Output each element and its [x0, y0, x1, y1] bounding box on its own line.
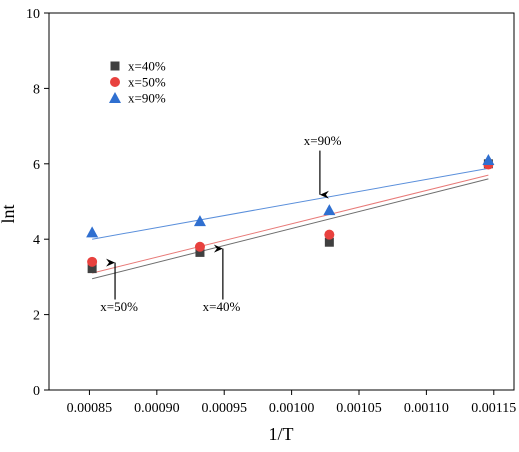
data-point [323, 204, 336, 216]
data-point [324, 229, 335, 240]
data-point [194, 241, 205, 252]
legend-label: x=40% [128, 59, 166, 74]
legend-marker [110, 61, 120, 71]
y-axis: 0 2 4 6 8 10 [26, 7, 49, 399]
y-tick-label: 6 [33, 158, 40, 173]
data-point [86, 226, 99, 238]
y-tick-label: 2 [33, 309, 40, 324]
legend-label: x=50% [128, 75, 166, 90]
x-tick-label: 0.00110 [404, 401, 449, 416]
legend-marker [109, 92, 121, 103]
x-tick-label: 0.00095 [201, 401, 247, 416]
fit-lines [92, 167, 489, 280]
annotation-label: x=50% [100, 299, 138, 314]
data-point [193, 215, 206, 227]
legend: x=40%x=50%x=90% [109, 59, 166, 106]
y-axis-title: lnt [0, 204, 18, 223]
x-tick-label: 0.00090 [134, 401, 180, 416]
y-tick-label: 8 [33, 82, 40, 97]
x-tick-label: 0.00100 [269, 401, 315, 416]
data-point [324, 237, 334, 247]
x-tick-label: 0.00115 [471, 401, 516, 416]
y-tick-label: 4 [33, 233, 40, 248]
annotation-label: x=40% [203, 299, 241, 314]
x-tick-label: 0.00105 [336, 401, 382, 416]
y-tick-label: 0 [33, 384, 40, 399]
data-point [87, 256, 98, 267]
plot-area [48, 12, 515, 391]
x-axis: 0.00085 0.00090 0.00095 0.00100 0.00105 0.001… [67, 390, 516, 416]
x-tick-label: 0.00085 [67, 401, 113, 416]
y-tick-label: 10 [26, 7, 40, 22]
data-points [86, 154, 495, 274]
data-point [482, 154, 495, 166]
legend-label: x=90% [128, 91, 166, 106]
data-point [87, 264, 97, 274]
fit-line [92, 174, 489, 274]
fit-line [92, 178, 489, 280]
annotation-label: x=90% [304, 133, 342, 148]
fit-line [92, 167, 489, 240]
data-point [195, 247, 205, 257]
x-axis-title: 1/T [269, 424, 294, 444]
legend-marker [110, 77, 120, 87]
annotations: x=90% x=50% x=40% [100, 133, 341, 314]
